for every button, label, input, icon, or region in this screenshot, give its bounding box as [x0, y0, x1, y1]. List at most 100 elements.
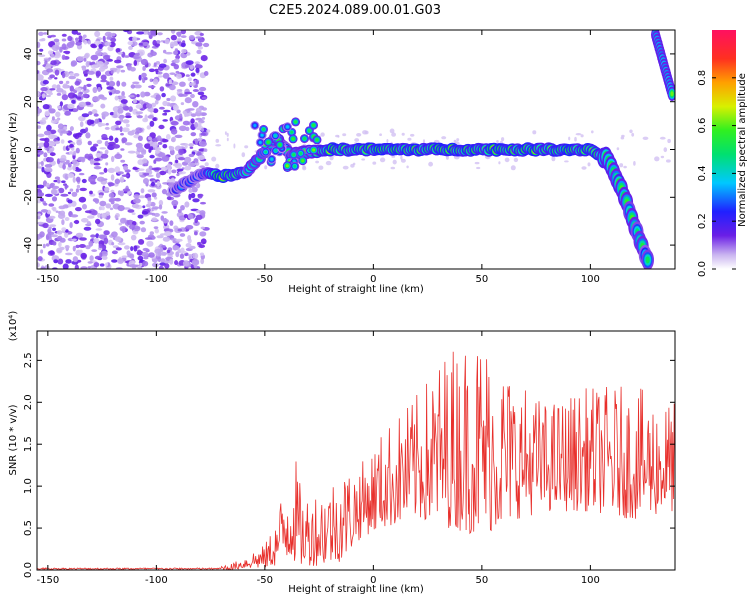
- noise-speck: [86, 221, 91, 225]
- noise-speck: [37, 184, 45, 189]
- noise-speck: [71, 30, 78, 35]
- ridge-blob: [670, 91, 674, 97]
- noise-speck: [99, 263, 105, 267]
- noise-speck: [170, 30, 176, 34]
- noise-speck: [105, 122, 109, 126]
- noise-speck: [101, 212, 107, 219]
- noise-speck: [144, 77, 148, 81]
- noise-speck: [87, 215, 95, 219]
- noise-speck: [59, 80, 64, 85]
- noise-speck: [63, 231, 69, 238]
- noise-speck: [198, 39, 205, 42]
- noise-speck: [392, 159, 397, 165]
- noise-speck: [162, 100, 168, 107]
- ridge-blob: [645, 256, 650, 264]
- noise-speck: [147, 200, 152, 205]
- noise-speck: [85, 127, 89, 132]
- noise-speck: [532, 130, 537, 135]
- noise-speck: [96, 176, 105, 182]
- noise-speck: [81, 113, 90, 118]
- noise-speck: [114, 95, 119, 101]
- noise-speck: [72, 159, 78, 165]
- noise-speck: [149, 30, 157, 36]
- noise-speck: [159, 86, 165, 92]
- noise-speck: [174, 134, 183, 138]
- noise-speck: [74, 264, 79, 269]
- noise-speck: [187, 162, 196, 168]
- noise-speck: [46, 68, 54, 73]
- noise-speck: [52, 241, 57, 246]
- noise-speck: [108, 135, 114, 141]
- noise-speck: [42, 222, 49, 229]
- noise-speck: [169, 258, 174, 265]
- noise-speck: [201, 96, 207, 100]
- noise-speck: [158, 199, 164, 206]
- noise-speck: [147, 31, 151, 36]
- noise-speck: [92, 96, 100, 102]
- noise-speck: [58, 187, 65, 194]
- noise-speck: [112, 144, 120, 149]
- noise-speck: [201, 127, 204, 132]
- noise-speck: [160, 251, 167, 256]
- noise-speck: [144, 143, 152, 150]
- noise-speck: [138, 172, 143, 176]
- noise-speck: [45, 182, 50, 188]
- noise-speck: [117, 205, 125, 212]
- noise-speck: [53, 179, 58, 183]
- noise-speck: [133, 60, 138, 66]
- noise-speck: [120, 148, 125, 151]
- noise-speck: [60, 193, 69, 197]
- ridge-blob: [312, 123, 315, 127]
- ridge-blob: [303, 137, 306, 141]
- noise-speck: [37, 221, 44, 225]
- noise-speck: [58, 205, 66, 210]
- top-x-ticks: -150 -100 -50 0 50 100: [36, 30, 600, 285]
- noise-speck: [54, 176, 61, 180]
- noise-speck: [98, 43, 103, 49]
- noise-speck: [75, 41, 82, 46]
- noise-speck: [53, 259, 59, 264]
- noise-speck: [110, 32, 116, 37]
- noise-speck: [130, 84, 136, 89]
- colorbar-gradient: [712, 30, 736, 269]
- noise-speck: [178, 125, 187, 132]
- noise-speck: [117, 108, 124, 114]
- noise-speck: [61, 180, 66, 183]
- noise-speck: [114, 166, 121, 173]
- noise-speck: [162, 119, 168, 122]
- noise-speck: [104, 186, 110, 192]
- noise-speck: [45, 235, 50, 241]
- noise-speck: [642, 136, 649, 140]
- noise-speck: [157, 251, 162, 257]
- noise-speck: [185, 60, 194, 65]
- noise-speck: [136, 146, 145, 153]
- noise-speck: [53, 38, 60, 43]
- noise-speck: [161, 188, 168, 195]
- noise-speck: [215, 138, 220, 143]
- noise-speck: [47, 35, 52, 39]
- noise-speck: [185, 74, 190, 77]
- noise-speck: [39, 138, 48, 141]
- noise-speck: [110, 174, 115, 181]
- top-x-tick-label: 100: [581, 274, 600, 285]
- noise-speck: [123, 106, 130, 111]
- noise-speck: [81, 178, 87, 184]
- ridge-blob: [290, 130, 294, 134]
- noise-speck: [154, 147, 161, 152]
- noise-speck: [379, 157, 386, 163]
- top-x-axis-label: Height of straight line (km): [288, 284, 424, 295]
- noise-speck: [176, 37, 183, 42]
- noise-speck: [135, 104, 143, 109]
- noise-speck: [456, 138, 460, 142]
- noise-speck: [132, 81, 140, 85]
- noise-speck: [122, 227, 126, 234]
- noise-speck: [98, 234, 106, 239]
- noise-speck: [114, 197, 122, 202]
- noise-speck: [162, 236, 171, 242]
- noise-speck: [133, 245, 138, 252]
- noise-speck: [44, 167, 53, 172]
- ridge-blob: [262, 127, 266, 131]
- noise-speck: [190, 93, 195, 99]
- noise-speck: [169, 84, 176, 91]
- noise-speck: [91, 123, 95, 127]
